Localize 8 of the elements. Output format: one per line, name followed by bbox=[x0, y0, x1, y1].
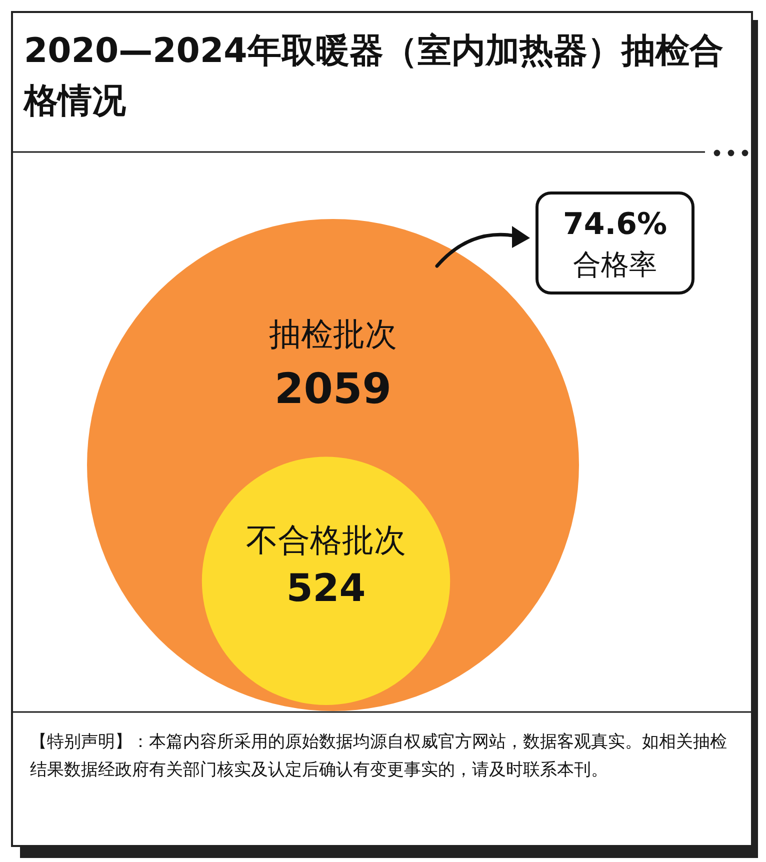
text: 【特别声明】：本篇内容所采用的原始数据均源自权威官方网站，数据客观真实。如相关抽检结果数据经政府有关部门核实及认定后确认有变更事实的，请及时联系本刊。 bbox=[30, 731, 728, 782]
data-label: 2059 bbox=[274, 364, 392, 413]
category-label: 抽检批次 bbox=[269, 315, 397, 353]
text: 合格率 bbox=[573, 248, 657, 281]
text: 74.6% bbox=[562, 207, 668, 242]
text: 2020—2024年取暖器（室内加热器）抽检合格情况 bbox=[24, 30, 724, 123]
category-label: 不合格批次 bbox=[246, 520, 406, 559]
data-label: 524 bbox=[286, 566, 366, 610]
